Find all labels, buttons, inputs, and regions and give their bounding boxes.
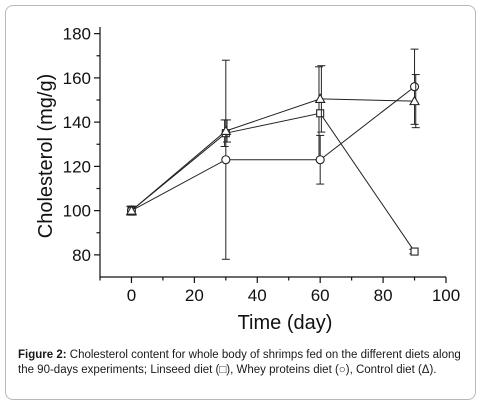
x-tick-label: 20 bbox=[185, 286, 204, 305]
y-tick-label: 180 bbox=[63, 25, 91, 44]
y-tick-label: 160 bbox=[63, 69, 91, 88]
figure-caption: Figure 2: Cholesterol content for whole … bbox=[18, 348, 470, 378]
y-axis-title: Cholesterol (mg/g) bbox=[35, 74, 57, 239]
x-tick-label: 60 bbox=[311, 286, 330, 305]
series-circle bbox=[126, 48, 420, 260]
x-tick-label: 100 bbox=[432, 286, 460, 305]
marker-circle bbox=[409, 82, 420, 92]
series-line-square bbox=[131, 112, 415, 252]
y-tick-label: 80 bbox=[72, 246, 91, 265]
marker-circle bbox=[315, 155, 325, 165]
y-tick-label: 120 bbox=[63, 157, 91, 176]
series-square bbox=[126, 66, 419, 256]
y-tick-label: 100 bbox=[63, 202, 91, 221]
marker-triangle bbox=[314, 93, 326, 103]
y-tick-label: 140 bbox=[63, 113, 91, 132]
marker-triangle bbox=[409, 95, 420, 106]
figure-label: Figure 2: bbox=[18, 349, 67, 361]
marker-triangle bbox=[220, 125, 232, 136]
series-line-triangle bbox=[131, 98, 415, 212]
x-tick-label: 80 bbox=[374, 286, 393, 305]
x-tick-label: 40 bbox=[248, 286, 267, 305]
series-line-circle bbox=[131, 86, 415, 212]
cholesterol-chart: 0 20 40 60 80 100 80 100 120 140 160 180 Time (day)… bbox=[35, 25, 461, 334]
marker-square bbox=[316, 109, 325, 118]
x-axis-title: Time (day) bbox=[238, 312, 333, 334]
figure-caption-text: Cholesterol content for whole body of sh… bbox=[18, 349, 461, 376]
marker-circle bbox=[221, 155, 231, 165]
chart-axes: 0 20 40 60 80 100 80 100 120 140 160 180 bbox=[63, 25, 461, 305]
figure-frame bbox=[5, 5, 476, 400]
marker-square bbox=[410, 247, 419, 256]
x-tick-label: 0 bbox=[127, 286, 136, 305]
marker-triangle bbox=[126, 205, 137, 215]
chart-series bbox=[126, 48, 420, 260]
series-triangle bbox=[126, 65, 420, 216]
